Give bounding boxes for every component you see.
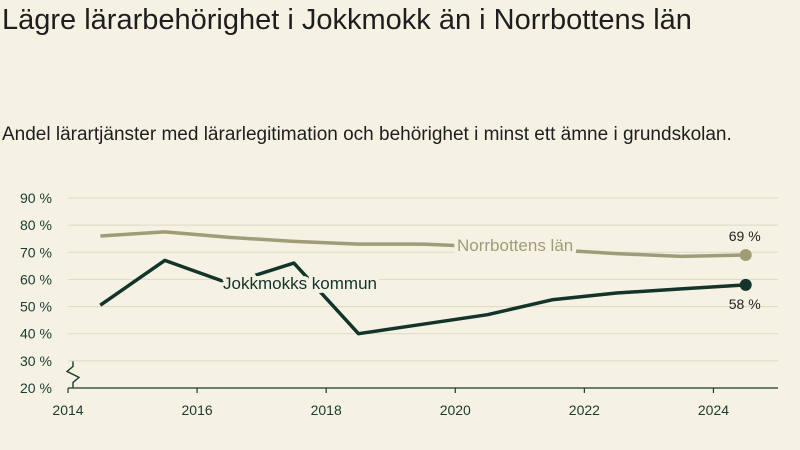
- end-point-marker: [739, 249, 752, 261]
- end-point-marker: [739, 278, 752, 291]
- x-tick-label: 2018: [311, 402, 342, 418]
- x-tick-label: 2022: [569, 402, 600, 418]
- series-line-0: [100, 230, 746, 259]
- y-tick-label: 70 %: [20, 244, 52, 260]
- end-value-label: 58 %: [729, 296, 761, 312]
- x-tick-label: 2024: [698, 402, 729, 418]
- y-tick-label: 90 %: [20, 190, 52, 206]
- series-label-jokkmokk: Jokkmokks kommun: [223, 274, 377, 293]
- series-label-norrbotten: Norrbottens län: [457, 236, 573, 255]
- y-tick-label: 20 %: [20, 380, 52, 396]
- x-tick-label: 2016: [182, 402, 213, 418]
- chart-title: Lägre lärarbehörighet i Jokkmokk än i No…: [2, 4, 692, 36]
- y-tick-label: 60 %: [20, 271, 52, 287]
- y-tick-label: 30 %: [20, 353, 52, 369]
- x-tick-label: 2014: [52, 402, 83, 418]
- chart-subtitle: Andel lärartjänster med lärarlegitimatio…: [2, 124, 732, 145]
- axis-break-icon: [65, 361, 81, 388]
- y-tick-label: 40 %: [20, 326, 52, 342]
- y-tick-label: 50 %: [20, 299, 52, 315]
- y-tick-label: 80 %: [20, 217, 52, 233]
- end-value-label: 69 %: [729, 228, 761, 244]
- series-line-1: [99, 258, 746, 336]
- x-tick-label: 2020: [440, 402, 471, 418]
